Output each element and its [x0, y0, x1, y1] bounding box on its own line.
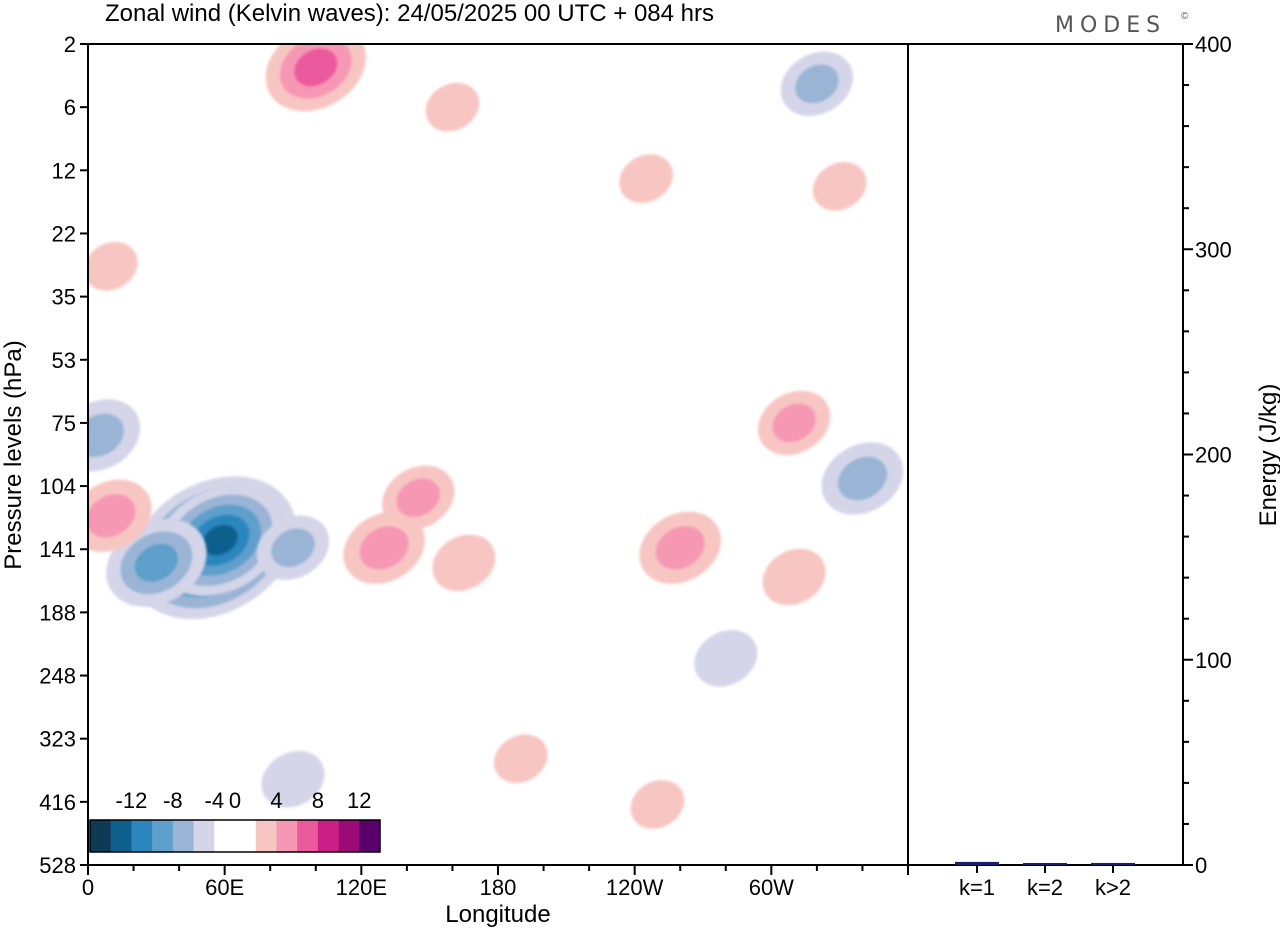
pressure-tick-label-35: 35 [52, 285, 76, 310]
colorbar-label-1: -8 [163, 788, 183, 813]
wind-anomaly-19-level-2 [795, 64, 839, 104]
colorbar-swatch-1 [110, 820, 132, 852]
colorbar-label-4: 4 [270, 788, 282, 813]
colorbar-swatch-7 [235, 820, 257, 852]
wind-field [88, 44, 904, 829]
energy-tick-label-300: 300 [1195, 237, 1232, 262]
wind-anomaly-12-level-3 [294, 48, 338, 87]
colorbar [89, 819, 381, 853]
longitude-tick-label-120W: 120W [606, 875, 664, 900]
wind-anomaly-17-level-1 [694, 630, 758, 687]
colorbar-swatch-11 [317, 820, 339, 852]
colorbar-label-5: 8 [312, 788, 324, 813]
pressure-tick-label-416: 416 [39, 790, 76, 815]
energy-axis-title: Energy (J/kg) [1255, 384, 1280, 527]
wind-anomaly-13-level-1 [425, 82, 480, 132]
energy-bars [955, 861, 1135, 873]
y-axis-title: Pressure levels (hPa) [0, 340, 27, 569]
colorbar-labels: -12 -8 -4 0 4 8 12 [116, 788, 372, 813]
pressure-tick-label-12: 12 [52, 158, 76, 183]
colorbar-swatch-10 [297, 820, 319, 852]
wind-anomaly-4-level-2 [271, 528, 315, 568]
wind-anomaly-14-level-2 [772, 403, 816, 443]
wind-anomaly-3-level-2 [88, 413, 124, 458]
energy-bar-k=1 [955, 861, 999, 865]
wind-anomaly-5-level-1 [261, 750, 325, 808]
energy-tick-label-0: 0 [1195, 853, 1207, 878]
wind-anomaly-20-level-1 [88, 241, 138, 291]
x-axis-title: Longitude [445, 901, 550, 928]
energy-bar-k>2 [1091, 862, 1135, 865]
colorbar-label-6: 12 [347, 788, 371, 813]
longitude-axis-labels: 0 60E 120E 180 120W 60W [82, 875, 794, 900]
wind-anomaly-21-level-1 [619, 154, 673, 203]
longitude-tick-label-60E: 60E [205, 875, 244, 900]
longitude-axis-ticks [87, 865, 909, 875]
colorbar-swatch-8 [255, 820, 277, 852]
energy-category-label-k=1: k=1 [959, 875, 995, 900]
pressure-tick-label-248: 248 [39, 664, 76, 689]
energy-axis-labels: 0 100 200 300 400 [1195, 32, 1232, 878]
pressure-tick-label-75: 75 [52, 411, 76, 436]
energy-tick-label-200: 200 [1195, 443, 1232, 468]
energy-category-labels: k=1 k=2 k>2 [959, 875, 1131, 900]
pressure-tick-label-141: 141 [39, 537, 76, 562]
wind-anomaly-15-level-1 [630, 780, 685, 829]
wind-anomaly-1-level-5 [202, 525, 238, 556]
colorbar-swatch-6 [214, 820, 236, 852]
wind-anomaly-11-level-2 [88, 494, 136, 538]
pressure-tick-label-323: 323 [39, 727, 76, 752]
brand-logo: MODES [1055, 13, 1166, 38]
pressure-tick-label-2: 2 [64, 32, 76, 57]
energy-tick-label-400: 400 [1195, 32, 1232, 57]
colorbar-swatch-3 [152, 820, 174, 852]
pressure-axis-ticks [80, 43, 88, 866]
pressure-tick-label-104: 104 [39, 474, 76, 499]
longitude-tick-label-0: 0 [82, 875, 94, 900]
wind-anomaly-7-level-2 [396, 478, 440, 518]
wind-anomaly-2-level-3 [134, 543, 178, 582]
wind-anomaly-6-level-2 [359, 526, 409, 570]
colorbar-swatch-13 [359, 820, 381, 852]
longitude-tick-label-180: 180 [480, 875, 517, 900]
pressure-tick-label-528: 528 [39, 853, 76, 878]
brand-mark: © [1181, 11, 1189, 22]
wind-anomaly-10-level-1 [762, 548, 826, 606]
energy-category-label-k=2: k=2 [1027, 875, 1063, 900]
energy-bar-k=2 [1023, 863, 1067, 865]
colorbar-label-0: -12 [116, 788, 148, 813]
energy-axis-ticks [1183, 43, 1193, 866]
wind-anomaly-9-level-2 [655, 526, 705, 570]
pressure-tick-label-22: 22 [52, 221, 76, 246]
wind-anomaly-18-level-2 [837, 456, 887, 501]
wind-anomaly-22-level-1 [812, 162, 867, 211]
colorbar-label-2: -4 [205, 788, 225, 813]
colorbar-swatch-5 [193, 820, 215, 852]
wind-anomaly-16-level-1 [493, 734, 548, 784]
colorbar-swatch-0 [90, 820, 112, 852]
pressure-axis-labels: 2 6 12 22 35 53 75 104 141 188 248 323 416 528 [39, 32, 76, 878]
chart-title: Zonal wind (Kelvin waves): 24/05/2025 00… [105, 0, 714, 27]
energy-plot-frame [907, 43, 1184, 866]
energy-category-label-k>2: k>2 [1095, 875, 1131, 900]
colorbar-label-3: 0 [229, 788, 241, 813]
colorbar-swatch-2 [131, 820, 153, 852]
pressure-tick-label-53: 53 [52, 348, 76, 373]
colorbar-swatch-4 [172, 820, 194, 852]
colorbar-swatch-12 [338, 820, 360, 852]
energy-tick-label-100: 100 [1195, 648, 1232, 673]
pressure-tick-label-6: 6 [64, 95, 76, 120]
colorbar-swatch-9 [276, 820, 298, 852]
longitude-tick-label-120E: 120E [336, 875, 387, 900]
pressure-tick-label-188: 188 [39, 600, 76, 625]
wind-anomaly-8-level-1 [432, 534, 496, 592]
longitude-tick-label-60W: 60W [749, 875, 794, 900]
colorbar-frame [89, 819, 381, 853]
